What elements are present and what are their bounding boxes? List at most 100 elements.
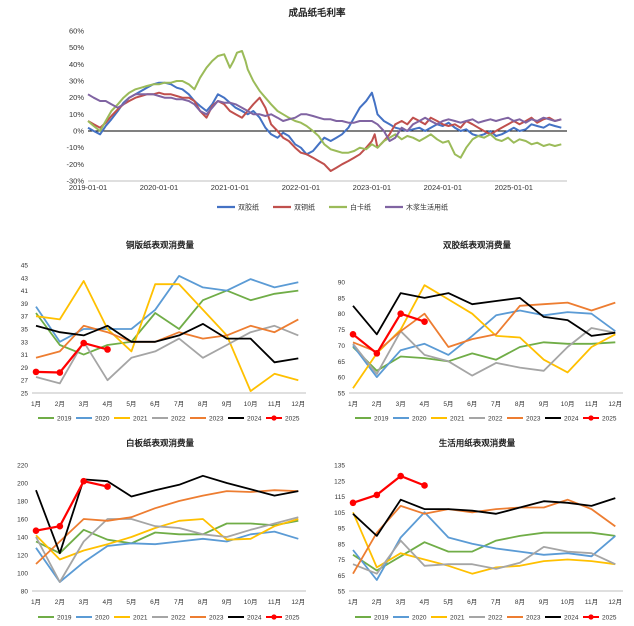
legend-label: 2021 (133, 615, 148, 622)
x-tick-label: 12月 (608, 598, 622, 606)
x-tick-label: 2月 (55, 400, 65, 408)
x-tick-label: 5月 (126, 400, 136, 408)
x-tick-label: 10月 (244, 598, 258, 606)
data-point-2025 (104, 483, 111, 490)
legend-label: 白卡纸 (350, 203, 371, 212)
legend-marker (271, 415, 277, 421)
data-point-2025 (80, 339, 87, 347)
y-tick-label: 135 (334, 463, 345, 470)
x-tick-label: 3月 (396, 598, 406, 606)
y-tick-label: 10% (69, 110, 84, 119)
x-tick-label: 11月 (585, 598, 598, 606)
legend-label: 2019 (374, 416, 389, 423)
y-tick-label: 85 (338, 541, 346, 548)
x-tick-label: 2021-01-01 (211, 183, 249, 192)
y-tick-label: 40% (69, 60, 84, 69)
y-tick-label: 220 (17, 463, 28, 470)
x-tick-label: 5月 (443, 598, 453, 606)
legend-label: 2024 (564, 615, 579, 622)
series-line-2019 (35, 289, 299, 356)
data-point-2025 (373, 350, 381, 357)
x-tick-label: 4月 (102, 400, 112, 408)
x-tick-label: 6月 (467, 598, 477, 606)
y-tick-label: 37 (21, 314, 29, 321)
chart-margin: 成品纸毛利率 -30% -20% -10% 0% 10% 20% 30% 40% 50% 60% 20… (0, 0, 634, 222)
y-tick-label: 43 (21, 275, 29, 282)
chart-title: 成品纸毛利率 (288, 7, 346, 19)
series-line-2021 (352, 511, 616, 575)
y-tick-label: 50% (69, 43, 84, 52)
x-tick-label: 1月 (31, 400, 41, 408)
data-point-2025 (80, 477, 87, 485)
y-tick-label: -10% (66, 143, 84, 152)
x-tick-label: 8月 (515, 598, 525, 606)
legend-marker (588, 614, 594, 620)
y-tick-label: 45 (21, 263, 29, 270)
series-line-2021 (35, 280, 299, 392)
x-tick-label: 2023-01-01 (353, 183, 391, 192)
series-line-2023 (35, 318, 299, 359)
x-tick-label: 2022-01-01 (282, 183, 320, 192)
x-tick-label: 1月 (31, 598, 41, 606)
y-tick-label: -30% (66, 177, 84, 186)
chart-coated: 铜版纸表观消费量 25 27 29 31 33 35 37 39 41 43 45 1月 2月 3月 4月 5月… (0, 235, 317, 427)
series-line-2025 (35, 342, 108, 374)
legend-label: 2023 (209, 615, 224, 622)
x-tick-label: 4月 (419, 400, 429, 408)
y-tick-label: 55 (338, 589, 346, 596)
series-line-2025 (35, 480, 108, 532)
series-line-2025 (352, 312, 425, 355)
series-line-双铜纸 (87, 91, 562, 172)
y-tick-label: 70 (338, 343, 346, 350)
y-tick-label: 75 (338, 557, 346, 564)
legend-label: 2022 (488, 416, 503, 423)
chart-title: 铜版纸表观消费量 (126, 240, 195, 250)
x-tick-label: 12月 (291, 400, 305, 408)
y-tick-label: 29 (21, 365, 29, 372)
x-tick-label: 8月 (198, 598, 208, 606)
legend-label: 双铜纸 (294, 203, 315, 212)
y-tick-label: 60 (338, 375, 346, 382)
x-tick-label: 5月 (126, 598, 136, 606)
x-tick-label: 6月 (467, 400, 477, 408)
y-tick-label: 20% (69, 93, 84, 102)
legend-label: 2025 (602, 615, 617, 622)
x-tick-label: 10月 (561, 400, 575, 408)
x-tick-label: 8月 (198, 400, 208, 408)
x-tick-label: 9月 (539, 400, 549, 408)
legend-label: 2023 (526, 416, 541, 423)
y-tick-label: 85 (338, 295, 346, 302)
chart-whiteboard: 白板纸表观消费量 80 100 120 140 160 180 200 220 1月 2月 3月 4月 5… (0, 433, 317, 626)
x-tick-label: 2019-01-01 (69, 183, 107, 192)
series-line-2020 (35, 275, 299, 343)
legend-label: 木浆生活用纸 (406, 203, 448, 212)
legend-label: 2023 (209, 416, 224, 423)
series-line-2022 (352, 539, 616, 575)
chart-svg-whiteboard: 白板纸表观消费量 80 100 120 140 160 180 200 220 1月 2月 3月 4月 5… (17, 438, 306, 622)
legend-label: 2019 (57, 615, 72, 622)
chart-svg-margin: 成品纸毛利率 -30% -20% -10% 0% 10% 20% 30% 40% 50% 60% 20… (66, 7, 567, 212)
legend-label: 2022 (171, 615, 186, 622)
chart-title: 生活用纸表观消费量 (439, 438, 516, 448)
x-tick-label: 2月 (372, 598, 382, 606)
y-tick-label: 60% (69, 27, 84, 36)
series-line-2019 (35, 519, 299, 555)
x-tick-label: 10月 (244, 400, 258, 408)
series-line-2023 (35, 489, 299, 565)
x-tick-label: 9月 (539, 598, 549, 606)
y-tick-label: 115 (335, 494, 346, 501)
legend-label: 2020 (412, 615, 427, 622)
chart-woodfree: 双胶纸表观消费量 55 60 65 70 75 80 85 90 1月 2月 3月 4月 5月 6月 7月 8月… (317, 235, 634, 427)
series-line-2022 (35, 516, 299, 583)
y-tick-label: 90 (338, 280, 346, 287)
legend-label: 2025 (285, 615, 300, 622)
chart-svg-tissue: 生活用纸表观消费量 55 65 75 85 95 105 115 125 135 1月 2月 3月 4月 5… (334, 438, 623, 622)
y-tick-label: 27 (21, 378, 29, 385)
y-tick-label: 65 (338, 573, 346, 580)
series-line-白卡纸 (87, 50, 562, 159)
y-tick-label: 55 (338, 391, 346, 398)
data-point-2025 (421, 482, 428, 489)
x-tick-label: 7月 (491, 400, 501, 408)
legend-label: 2022 (171, 416, 186, 423)
series-line-2024 (352, 292, 616, 337)
